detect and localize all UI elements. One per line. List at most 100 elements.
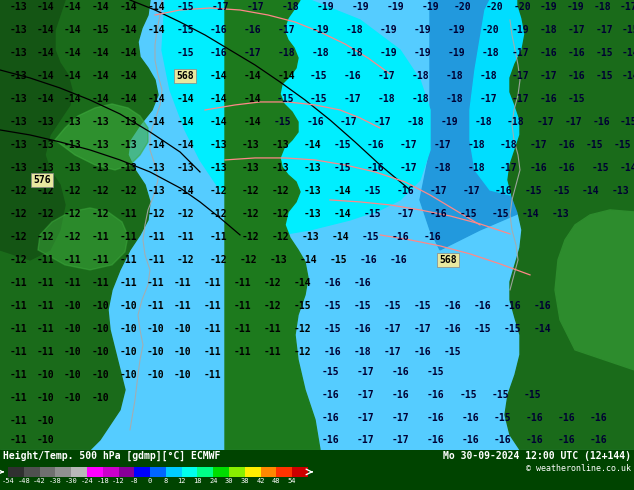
Text: -13: -13 [9,94,27,104]
Text: -15: -15 [443,347,461,357]
Text: -17: -17 [383,324,401,334]
Text: -14: -14 [303,140,321,150]
Text: -15: -15 [493,413,511,423]
Text: -11: -11 [36,278,54,288]
Bar [8,467,24,477]
Text: -10: -10 [146,370,164,380]
Text: -18: -18 [467,163,485,173]
Text: -11: -11 [36,324,54,334]
Text: -18: -18 [467,140,485,150]
Text: -17: -17 [499,163,517,173]
Text: -13: -13 [63,117,81,127]
Text: -16: -16 [366,140,384,150]
Text: -16: -16 [443,301,461,311]
Text: -42: -42 [33,478,46,485]
Text: -10: -10 [119,370,137,380]
Text: -54: -54 [2,478,15,485]
Text: -17: -17 [511,48,529,58]
Text: -16: -16 [426,390,444,400]
Text: -14: -14 [91,48,109,58]
Text: -10: -10 [146,324,164,334]
Text: -15: -15 [459,209,477,219]
Text: -16: -16 [494,186,512,196]
Text: -16: -16 [321,390,339,400]
Text: -14: -14 [333,186,351,196]
Text: -14: -14 [243,117,261,127]
Bar [292,467,308,477]
Text: -13: -13 [91,117,109,127]
Text: -16: -16 [423,232,441,242]
Text: -13: -13 [209,140,227,150]
Text: -13: -13 [209,163,227,173]
Text: -13: -13 [303,209,321,219]
Text: -13: -13 [63,163,81,173]
Text: -14: -14 [209,117,227,127]
Text: -14: -14 [521,209,539,219]
Text: -19: -19 [316,2,334,12]
Text: -16: -16 [321,435,339,445]
Text: -12: -12 [176,255,194,265]
Text: -12: -12 [176,209,194,219]
Polygon shape [162,0,430,235]
Text: -16: -16 [353,324,371,334]
Text: 24: 24 [209,478,217,485]
Text: -13: -13 [36,117,54,127]
Text: -13: -13 [551,209,569,219]
Text: -16: -16 [396,186,414,196]
Text: -13: -13 [91,163,109,173]
Text: -15: -15 [176,25,194,35]
Text: -10: -10 [91,301,109,311]
Text: -17: -17 [399,140,417,150]
Text: -15: -15 [595,71,613,81]
Text: -12: -12 [36,186,54,196]
Text: -12: -12 [209,209,227,219]
Text: -12: -12 [36,232,54,242]
Text: -16: -16 [306,117,324,127]
Text: -19: -19 [447,25,465,35]
Text: -17: -17 [619,2,634,12]
Text: 568: 568 [176,71,194,81]
Text: -11: -11 [36,347,54,357]
Text: -14: -14 [91,94,109,104]
Bar [55,467,71,477]
Text: -15: -15 [473,324,491,334]
Text: -11: -11 [203,370,221,380]
Text: -13: -13 [271,163,289,173]
Text: -11: -11 [233,347,251,357]
Text: -11: -11 [119,232,137,242]
Text: -12: -12 [293,324,311,334]
Text: -18: -18 [345,25,363,35]
Text: -12: -12 [147,209,165,219]
Text: -15: -15 [273,117,291,127]
Text: -12: -12 [63,209,81,219]
Text: -13: -13 [36,140,54,150]
Text: -15: -15 [363,209,381,219]
Bar [276,467,292,477]
Text: -15: -15 [276,94,294,104]
Text: -15: -15 [619,117,634,127]
Text: -10: -10 [173,324,191,334]
Text: -17: -17 [539,71,557,81]
Text: -19: -19 [379,48,397,58]
Text: -14: -14 [36,48,54,58]
Text: -10: -10 [91,393,109,403]
Text: -17: -17 [356,413,374,423]
Text: -10: -10 [173,347,191,357]
Bar [119,467,134,477]
Text: -16: -16 [539,48,557,58]
Text: -17: -17 [462,186,480,196]
Text: -14: -14 [147,94,165,104]
Text: -16: -16 [589,435,607,445]
Text: -14: -14 [91,71,109,81]
Text: -17: -17 [246,2,264,12]
Text: -10: -10 [63,347,81,357]
Text: -13: -13 [269,255,287,265]
Text: -12: -12 [9,209,27,219]
Text: -16: -16 [567,48,585,58]
Text: -18: -18 [445,94,463,104]
Text: -15: -15 [383,301,401,311]
Text: -17: -17 [511,94,529,104]
Text: -11: -11 [9,370,27,380]
Text: -13: -13 [611,186,629,196]
Bar [182,467,197,477]
